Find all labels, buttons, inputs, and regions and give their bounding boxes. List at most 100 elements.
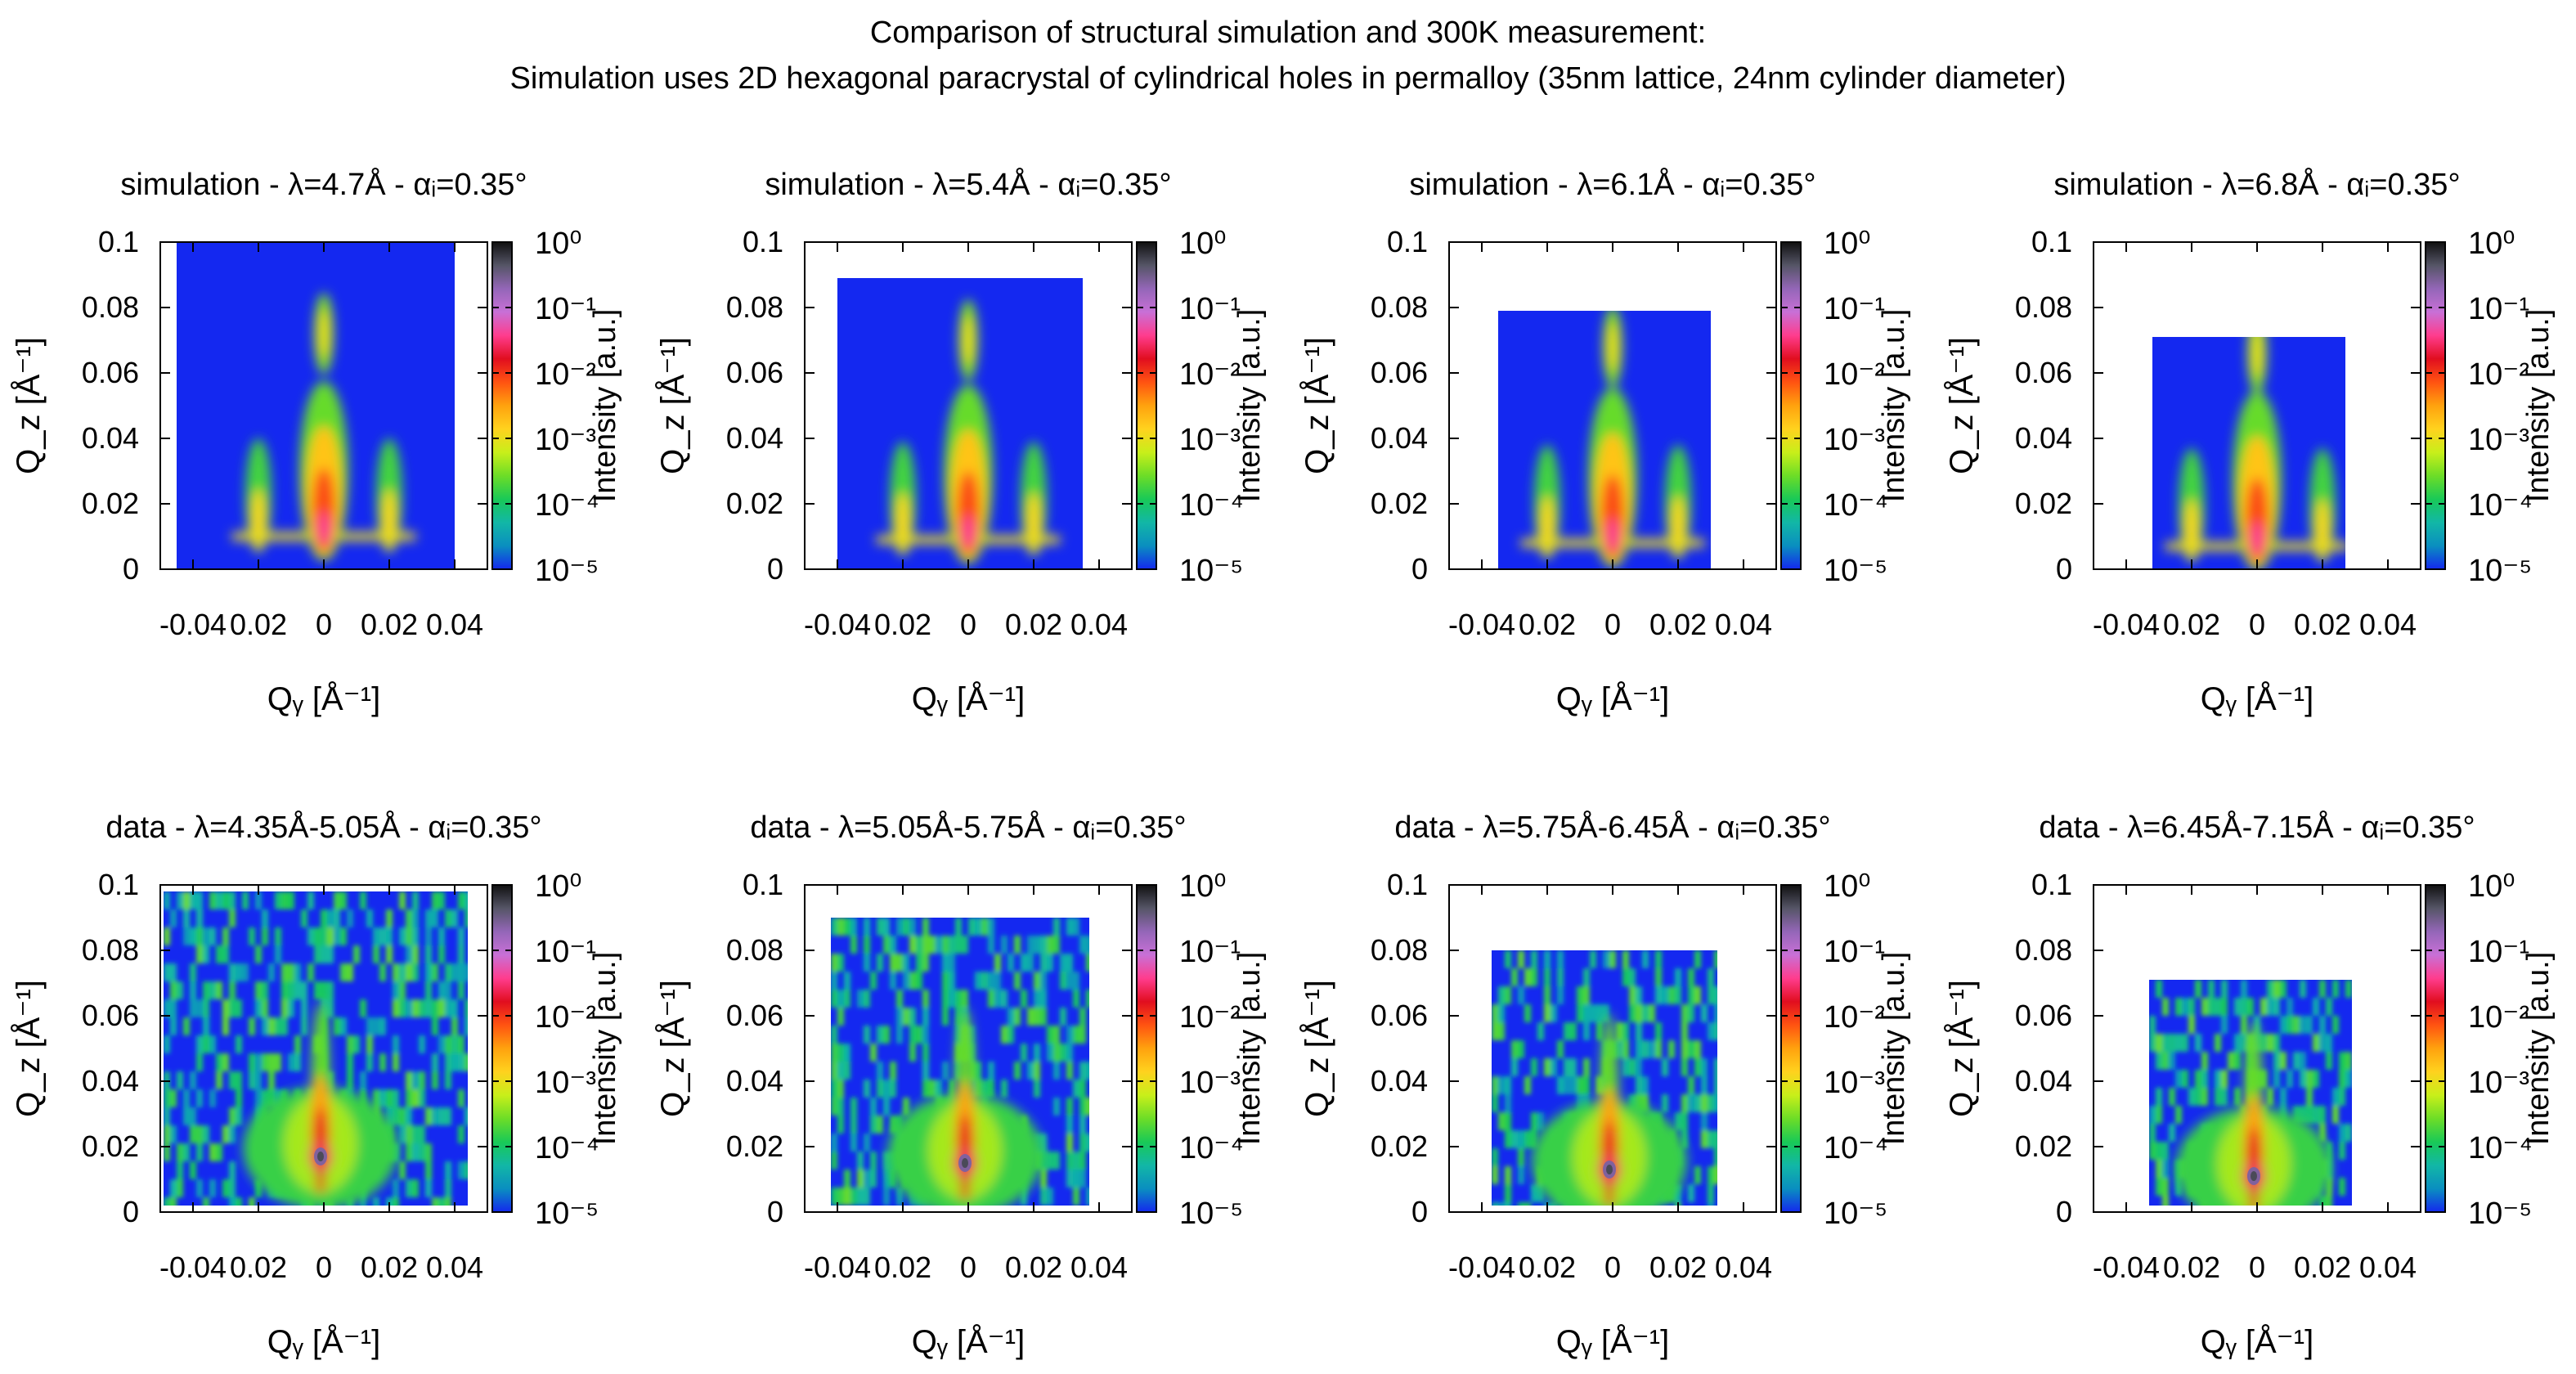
y-tick-label: 0.06 (2015, 356, 2072, 389)
panel-title: simulation - λ=4.7Å - αᵢ=0.35° (120, 166, 527, 202)
y-tick-label: 0 (1411, 1195, 1428, 1228)
x-tick-label: 0.02 (230, 1251, 287, 1284)
x-tick-label: 0.04 (426, 608, 483, 641)
colorbar-tick-label: 10⁻¹ (1179, 935, 1241, 969)
x-tick-label: 0 (1604, 1251, 1621, 1284)
x-tick-label: 0.04 (2359, 608, 2417, 641)
y-tick-label: 0.08 (1371, 933, 1428, 967)
specular-peak-core (2251, 1171, 2257, 1181)
y-tick-label: 0.08 (1371, 290, 1428, 324)
colorbar-tick-label: 10⁻¹ (2468, 292, 2529, 326)
x-tick-label: 0.02 (1005, 608, 1062, 641)
y-tick-label: 0.06 (1371, 356, 1428, 389)
colorbar (491, 241, 513, 570)
y-tick-label: 0 (2056, 1195, 2072, 1228)
colorbar-tick-label: 10⁻³ (535, 423, 596, 457)
x-axis-label: Qᵧ [Å⁻¹] (912, 1323, 1025, 1360)
x-tick-label: 0.04 (1715, 1251, 1772, 1284)
y-tick-label: 0.04 (1371, 421, 1428, 455)
bragg-rod (1540, 496, 1555, 558)
y-tick-label: 0 (767, 552, 783, 586)
panel-title: data - λ=6.45Å-7.15Å - αᵢ=0.35° (2039, 809, 2475, 845)
x-tick-label: 0.02 (2294, 608, 2351, 641)
y-tick-label: 0.04 (82, 1064, 139, 1098)
y-tick-label: 0 (2056, 552, 2072, 586)
x-tick-label: 0.04 (426, 1251, 483, 1284)
y-tick-label: 0.04 (726, 1064, 783, 1098)
heatmap-image (1498, 311, 1711, 569)
bragg-rod (382, 489, 397, 551)
x-tick-label: -0.04 (804, 1251, 871, 1284)
colorbar (491, 884, 513, 1213)
bragg-rod (1026, 492, 1041, 555)
bragg-rod (251, 489, 266, 551)
noise-speckle (164, 891, 468, 1206)
colorbar-tick-label: 10⁻⁵ (1179, 1197, 1243, 1231)
colorbar-tick-label: 10⁻¹ (535, 935, 596, 969)
colorbar-tick-label: 10⁻² (1824, 1000, 1885, 1035)
x-tick-label: 0 (2249, 1251, 2265, 1284)
x-tick-label: -0.04 (2093, 1251, 2160, 1284)
colorbar-tick-label: 10⁻⁴ (535, 488, 599, 523)
colorbar-tick-label: 10⁰ (1824, 227, 1871, 261)
y-tick-label: 0.02 (1371, 1129, 1428, 1163)
y-tick-label: 0.08 (726, 290, 783, 324)
y-tick-label: 0.1 (743, 868, 783, 901)
x-tick-label: -0.04 (1448, 608, 1515, 641)
y-tick-label: 0.1 (2031, 868, 2072, 901)
central-peak (317, 512, 330, 545)
colorbar-label: Intensity [a.u.] (1232, 309, 1267, 503)
y-tick-label: 0.02 (82, 487, 139, 520)
x-tick-label: 0.02 (361, 1251, 418, 1284)
colorbar-tick-label: 10⁻⁴ (1179, 488, 1244, 523)
panel-title: simulation - λ=6.8Å - αᵢ=0.35° (2053, 166, 2460, 202)
heatmap-image (164, 891, 468, 1206)
y-tick-label: 0.1 (98, 868, 139, 901)
heatmap-image (831, 918, 1089, 1206)
figure-title-line1: Comparison of structural simulation and … (869, 16, 1707, 50)
x-tick-label: 0.02 (2294, 1251, 2351, 1284)
x-tick-label: 0.02 (1005, 1251, 1062, 1284)
colorbar-tick-label: 10⁰ (1179, 869, 1227, 904)
x-tick-label: -0.04 (1448, 1251, 1515, 1284)
central-peak (1606, 519, 1619, 551)
colorbar-tick-label: 10⁻⁴ (1824, 488, 1888, 523)
bragg-rod (2184, 499, 2199, 561)
specular-peak-core (962, 1158, 968, 1168)
colorbar-tick-label: 10⁻⁴ (2468, 1131, 2533, 1165)
x-tick-label: -0.04 (159, 608, 227, 641)
colorbar-label: Intensity [a.u.] (588, 952, 622, 1146)
x-tick-label: 0.02 (2163, 1251, 2220, 1284)
colorbar-label: Intensity [a.u.] (1877, 952, 1911, 1146)
colorbar-tick-label: 10⁻¹ (1824, 292, 1885, 326)
colorbar-tick-label: 10⁻⁴ (1824, 1131, 1888, 1165)
specular-peak-core (1606, 1165, 1613, 1174)
y-tick-label: 0.08 (726, 933, 783, 967)
x-tick-label: -0.04 (2093, 608, 2160, 641)
y-tick-label: 0.02 (726, 1129, 783, 1163)
y-tick-label: 0.06 (2015, 999, 2072, 1032)
colorbar (2425, 884, 2446, 1213)
figure-title-line2: Simulation uses 2D hexagonal paracrystal… (509, 61, 2067, 96)
colorbar-tick-label: 10⁰ (535, 869, 582, 904)
x-tick-label: 0.02 (230, 608, 287, 641)
transmitted-spot (316, 1179, 325, 1192)
bragg-rod (1671, 496, 1685, 558)
second-order-peak (2251, 337, 2263, 378)
x-tick-label: 0.04 (1715, 608, 1772, 641)
heatmap-image (2152, 337, 2345, 569)
x-axis-label: Qᵧ [Å⁻¹] (1556, 1323, 1669, 1360)
colorbar-tick-label: 10⁻² (1824, 357, 1885, 392)
y-tick-label: 0.1 (1387, 225, 1428, 258)
colorbar-tick-label: 10⁻⁵ (535, 554, 599, 588)
y-axis-label: Q_z [Å⁻¹] (10, 337, 47, 474)
x-tick-label: 0.02 (1649, 608, 1707, 641)
colorbar-label: Intensity [a.u.] (1877, 309, 1911, 503)
x-axis-label: Qᵧ [Å⁻¹] (1556, 680, 1669, 717)
colorbar-tick-label: 10⁻³ (1179, 423, 1241, 457)
y-tick-label: 0.06 (726, 999, 783, 1032)
y-tick-label: 0.1 (743, 225, 783, 258)
x-tick-label: 0 (2249, 608, 2265, 641)
